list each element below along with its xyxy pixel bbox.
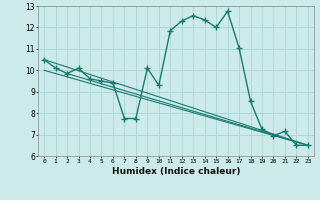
X-axis label: Humidex (Indice chaleur): Humidex (Indice chaleur) bbox=[112, 167, 240, 176]
